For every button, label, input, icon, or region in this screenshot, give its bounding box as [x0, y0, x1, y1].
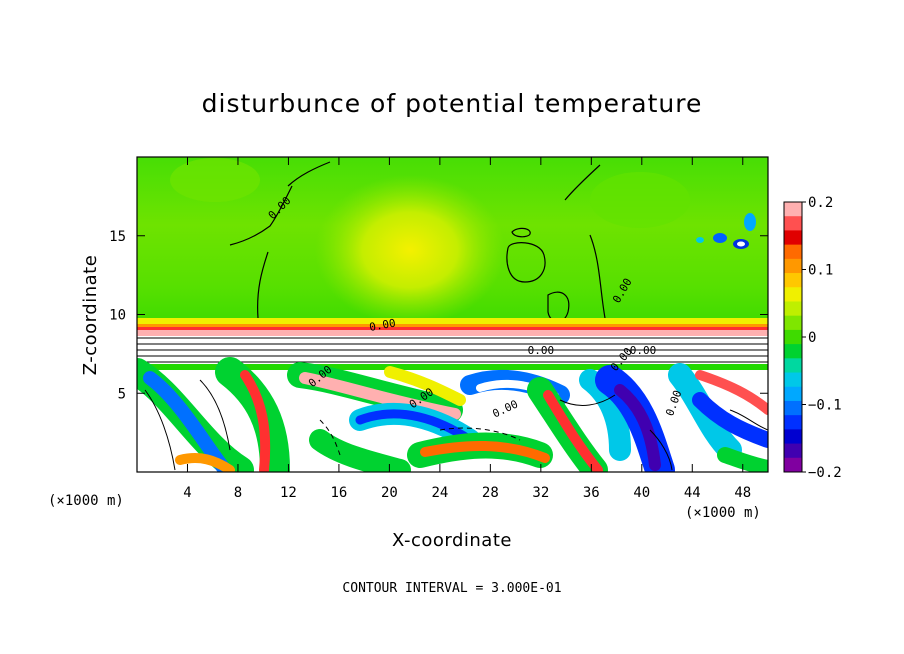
- colorbar-swatch: [784, 457, 802, 473]
- colorbar-swatch: [784, 344, 802, 359]
- colorbar-swatch: [784, 429, 802, 445]
- colorbar-swatch: [784, 400, 802, 416]
- warm-anomaly: [315, 175, 505, 325]
- y-tick-label: 15: [109, 229, 126, 245]
- x-tick-label: 12: [280, 485, 297, 501]
- plot-area: [137, 157, 768, 472]
- colorbar-swatch: [784, 273, 802, 288]
- upper-contour: [506, 242, 546, 283]
- x-unit-left: (×1000 m): [48, 493, 124, 509]
- y-axis: 5 10 15: [109, 229, 768, 402]
- y-tick-label: 10: [109, 308, 126, 324]
- colorbar-swatch: [784, 358, 802, 374]
- convective-field: [137, 357, 768, 472]
- x-axis: 4 8 12 16 20 24 28 32 36 40 44 48: [183, 157, 751, 501]
- colorbar-swatch: [784, 202, 802, 217]
- contour-label: 0.00: [368, 317, 396, 334]
- pale-patch: [590, 172, 690, 228]
- colorbar-tick-label: 0.1: [808, 263, 833, 279]
- upper-contour: [547, 291, 570, 323]
- x-tick-label: 20: [381, 485, 398, 501]
- y-axis-label: Z-coordinate: [80, 255, 101, 376]
- x-tick-label: 4: [183, 485, 191, 501]
- colorbar-swatch: [784, 230, 802, 246]
- colorbar-swatch: [784, 258, 802, 274]
- upper-contour: [287, 161, 331, 187]
- colorbar-swatch: [784, 315, 802, 331]
- upper-contour: [589, 234, 606, 319]
- colorbar-swatch: [784, 329, 802, 345]
- colorbar: 0.2 0.1 0 −0.1 −0.2: [783, 195, 842, 481]
- colorbar-tick-label: −0.2: [808, 465, 842, 481]
- colorbar-tick-label: 0: [808, 330, 816, 346]
- colorbar-tick-label: 0.2: [808, 195, 833, 211]
- upper-contour: [564, 164, 601, 201]
- x-axis-label: X-coordinate: [392, 530, 512, 551]
- colorbar-swatch: [784, 372, 802, 388]
- tropopause-band: [137, 318, 768, 372]
- x-tick-label: 8: [234, 485, 242, 501]
- pale-patch: [170, 158, 260, 202]
- colorbar-swatch: [784, 415, 802, 430]
- x-tick-label: 40: [633, 485, 650, 501]
- x-tick-label: 24: [431, 485, 448, 501]
- colorbar-swatch: [784, 386, 802, 402]
- colorbar-swatch: [784, 287, 802, 302]
- colorbar-swatch: [784, 244, 802, 260]
- contour-label: 0.00: [630, 344, 657, 357]
- x-tick-label: 36: [583, 485, 600, 501]
- x-unit-right: (×1000 m): [685, 505, 761, 521]
- x-tick-label: 44: [684, 485, 701, 501]
- x-tick-label: 16: [330, 485, 347, 501]
- upper-contour: [229, 185, 293, 246]
- colorbar-tick-label: −0.1: [808, 398, 842, 414]
- contour-interval-note: CONTOUR INTERVAL = 3.000E-01: [342, 581, 561, 596]
- upper-contour: [511, 227, 531, 238]
- tropo-contours: [144, 379, 768, 471]
- colorbar-swatch: [784, 301, 802, 317]
- x-tick-label: 28: [482, 485, 499, 501]
- x-tick-label: 48: [734, 485, 751, 501]
- contour-label: 0.00: [528, 344, 555, 357]
- colorbar-swatch: [784, 216, 802, 231]
- chart-title: disturbunce of potential temperature: [202, 89, 703, 118]
- y-tick-label: 5: [118, 386, 126, 402]
- upper-contour: [257, 251, 269, 319]
- cold-anomalies: [696, 213, 756, 249]
- colorbar-swatch: [784, 443, 802, 459]
- x-tick-label: 32: [532, 485, 549, 501]
